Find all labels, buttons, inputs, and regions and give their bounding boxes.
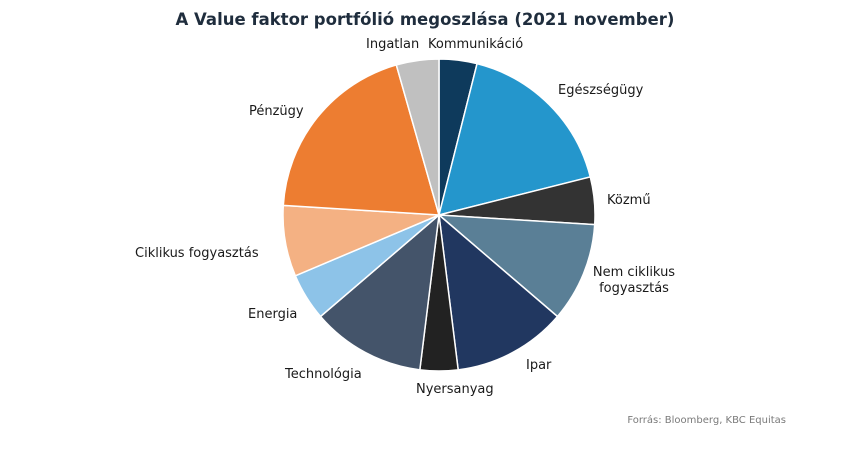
- pie-slice-nem-ciklikus-fogyasztás: [436, 214, 596, 318]
- source-note: Forrás: Bloomberg, KBC Equitas: [627, 415, 786, 426]
- label-energia: Energia: [248, 307, 298, 322]
- label-nem-ciklikus-fogyasztas: Nem ciklikus fogyasztás: [592, 265, 676, 296]
- pie-slice-technológia: [319, 213, 440, 371]
- label-ciklikus-fogyasztas: Ciklikus fogyasztás: [135, 246, 259, 261]
- label-penzugy: Pénzügy: [249, 104, 304, 119]
- label-nyersanyag: Nyersanyag: [416, 382, 494, 397]
- label-ingatlan: Ingatlan: [366, 37, 420, 52]
- pie-slice-egészségügy: [437, 62, 592, 217]
- label-ipar: Ipar: [526, 358, 552, 373]
- label-kommunikacio: Kommunikáció: [428, 37, 524, 52]
- chart-title: A Value faktor portfólió megoszlása (202…: [175, 10, 675, 29]
- label-egeszsegugy: Egészségügy: [558, 83, 644, 98]
- label-kozmu: Közmű: [607, 193, 651, 208]
- pie-slice-ipar: [438, 213, 559, 371]
- pie-slice-pénzügy: [282, 64, 441, 216]
- pie-slice-ingatlan: [395, 58, 440, 216]
- label-technologia: Technológia: [285, 367, 362, 382]
